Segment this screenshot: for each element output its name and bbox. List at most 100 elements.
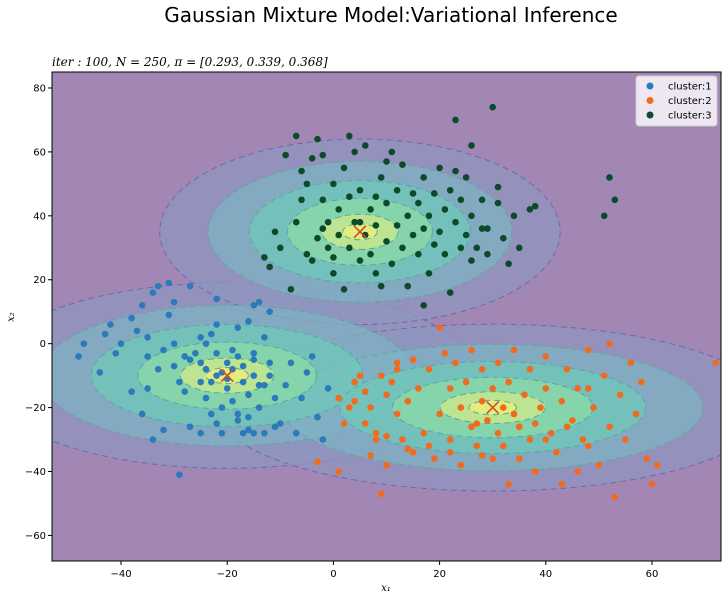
data-point: [510, 346, 518, 354]
data-point: [542, 385, 550, 392]
data-point: [574, 468, 581, 475]
data-point: [526, 436, 534, 443]
data-point: [526, 365, 534, 373]
data-point: [319, 225, 327, 232]
plot-frame: [51, 71, 722, 562]
data-point: [186, 423, 194, 431]
legend-marker: [646, 97, 654, 104]
data-point: [574, 385, 581, 392]
x-tick-label: 40: [539, 569, 552, 580]
data-point: [330, 270, 337, 277]
data-point: [415, 250, 422, 258]
data-point: [638, 378, 645, 386]
data-point: [494, 359, 502, 367]
data-point: [346, 193, 353, 200]
data-point: [462, 174, 470, 181]
data-point: [197, 359, 204, 367]
data-point: [356, 257, 364, 264]
legend-box: [635, 75, 718, 127]
data-point: [415, 199, 422, 207]
data-point: [383, 391, 390, 399]
data-point: [600, 212, 608, 220]
data-point: [101, 330, 109, 338]
data-point: [606, 340, 613, 347]
data-point: [521, 391, 528, 399]
data-point: [393, 186, 401, 194]
data-point: [303, 369, 311, 376]
data-point: [213, 295, 220, 303]
data-point: [409, 356, 417, 363]
data-point: [653, 461, 661, 469]
data-point: [128, 388, 135, 395]
data-point: [324, 385, 332, 392]
data-point: [138, 302, 146, 309]
data-point: [324, 244, 332, 252]
data-point: [489, 455, 496, 463]
data-point: [505, 378, 512, 386]
data-point: [351, 378, 358, 386]
data-point: [234, 324, 242, 331]
data-point: [393, 222, 401, 229]
data-point: [245, 391, 252, 399]
data-point: [531, 420, 539, 427]
data-point: [468, 423, 475, 431]
data-point: [500, 404, 507, 411]
data-point: [500, 234, 507, 242]
data-point: [531, 202, 539, 210]
data-point: [207, 378, 215, 386]
data-point: [351, 397, 358, 405]
data-point: [330, 180, 337, 188]
data-point: [415, 385, 422, 392]
data-point: [446, 436, 454, 443]
data-point: [494, 429, 502, 437]
data-point: [96, 369, 104, 376]
data-point: [340, 164, 348, 172]
data-point: [356, 218, 364, 226]
data-point: [154, 365, 162, 373]
legend-label: cluster:2: [668, 96, 712, 107]
data-point: [298, 394, 305, 402]
data-point: [319, 151, 327, 159]
data-point: [478, 452, 486, 459]
data-point: [213, 349, 220, 357]
data-point: [563, 423, 571, 431]
data-point: [255, 381, 263, 389]
data-point: [632, 410, 640, 418]
data-point: [133, 327, 141, 335]
data-point: [303, 180, 311, 188]
data-point: [308, 353, 316, 360]
data-point: [144, 333, 151, 341]
data-point: [107, 321, 114, 328]
scatter-points: [75, 103, 719, 501]
data-point: [584, 442, 592, 450]
data-point: [229, 397, 236, 405]
data-point: [213, 321, 220, 328]
data-point: [452, 218, 459, 226]
data-point: [170, 340, 178, 347]
data-point: [622, 436, 629, 443]
data-point: [489, 103, 496, 111]
center-marker: [353, 225, 367, 239]
data-point: [340, 286, 348, 293]
data-point: [239, 378, 247, 386]
data-point: [712, 359, 719, 367]
data-point: [160, 426, 167, 434]
data-point: [377, 490, 385, 498]
y-axis-ticks: −60 −40 −20 0 20 40 60 80: [25, 83, 52, 542]
data-point: [351, 148, 358, 156]
data-point: [271, 228, 279, 236]
data-point: [388, 378, 396, 386]
data-point: [218, 369, 226, 376]
data-point: [356, 372, 364, 379]
data-point: [80, 340, 88, 347]
x-tick-label: 60: [646, 569, 659, 580]
data-point: [255, 404, 263, 411]
data-point: [176, 378, 183, 386]
data-point: [473, 420, 481, 427]
data-point: [457, 196, 465, 204]
data-point: [266, 359, 273, 367]
data-point: [393, 365, 401, 373]
data-point: [383, 158, 390, 165]
data-point: [409, 449, 417, 456]
